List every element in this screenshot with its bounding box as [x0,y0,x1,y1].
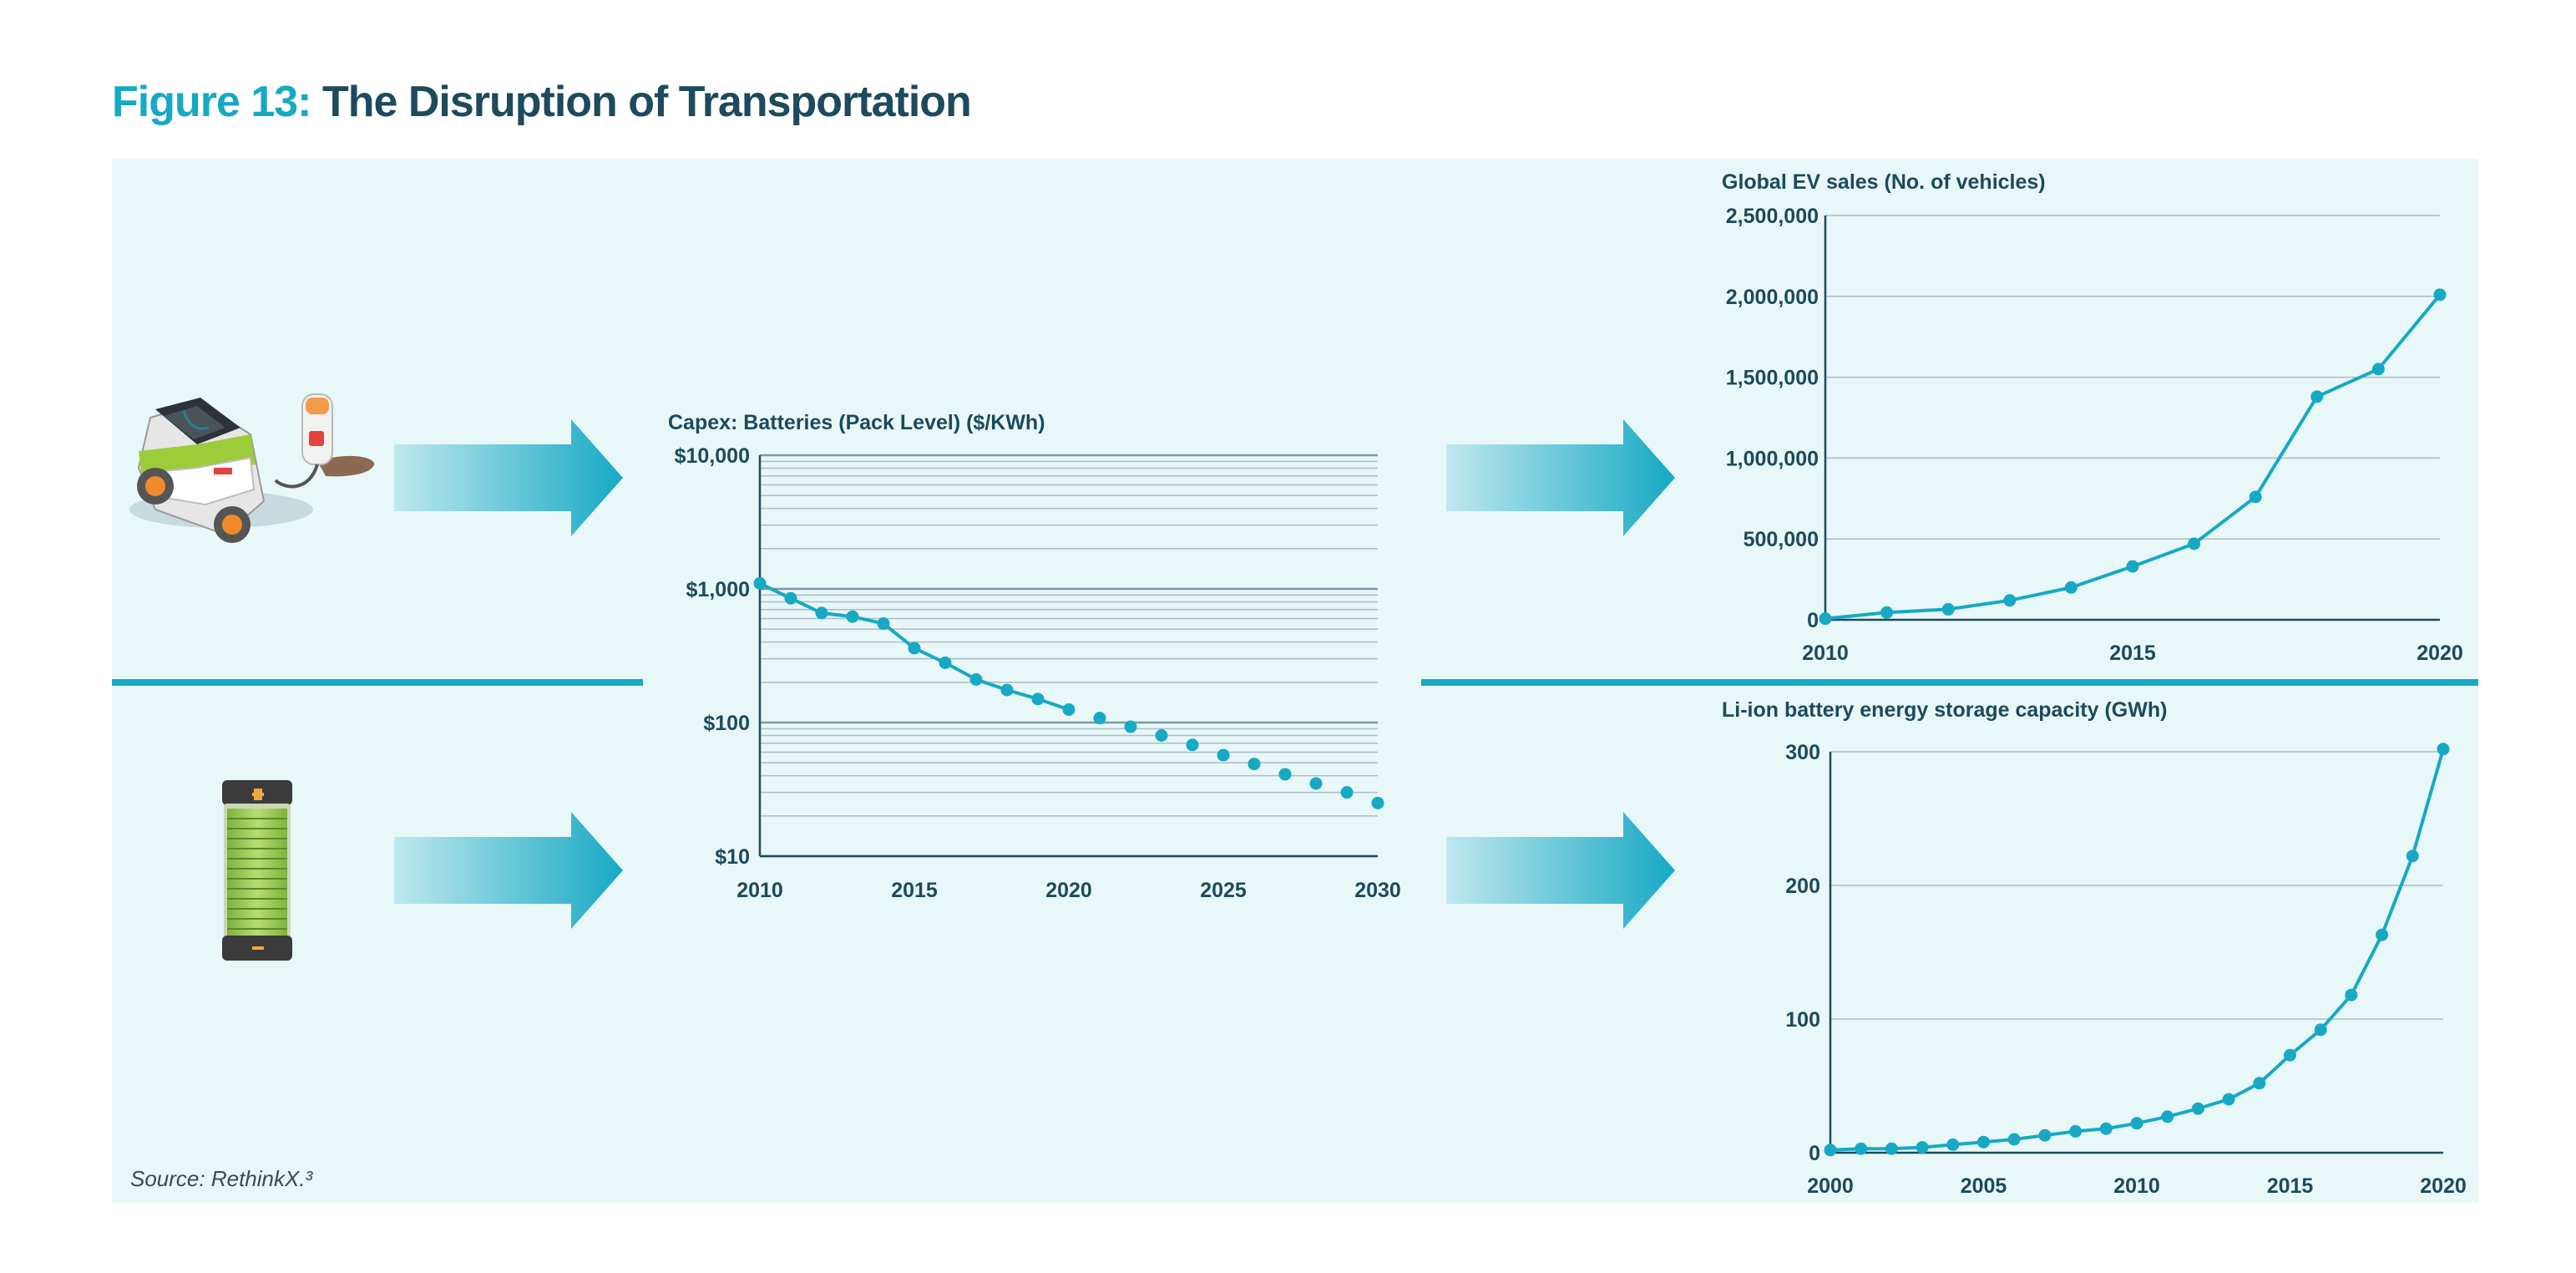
data-point [2161,1110,2174,1123]
y-tick-label: 500,000 [1743,528,1819,551]
data-point [784,591,797,605]
data-point [1155,729,1168,743]
chart-title: Li-ion battery energy storage capacity (… [1722,698,2167,722]
data-point [2310,390,2324,403]
figure-title: Figure 13: The Disruption of Transportat… [112,77,972,127]
data-point [1000,683,1014,697]
data-point [2064,581,2078,594]
y-tick-label: 100 [1785,1008,1820,1032]
data-point [2284,1048,2296,1062]
x-tick-label: 2015 [2267,1174,2314,1198]
y-tick-label: 1,500,000 [1726,367,1819,390]
data-point [1124,720,1137,733]
x-tick-label: 2010 [736,879,783,902]
x-tick-label: 2000 [1807,1174,1854,1198]
data-point [877,617,890,631]
liion-storage-chart: Li-ion battery energy storage capacity (… [1722,698,2467,1198]
y-tick-label: 0 [1809,1142,1820,1165]
data-point [1916,1141,1929,1154]
data-point [1186,738,1199,752]
data-point [1062,702,1075,716]
y-tick-label: $10,000 [675,444,750,468]
y-tick-label: $10 [715,845,750,869]
data-point [2222,1093,2235,1106]
arrow-right-icon [394,419,623,536]
series-line [1830,748,2445,1152]
y-tick-label: $1,000 [686,578,750,601]
arrow-right-icon [1446,419,1675,536]
data-point [1371,796,1384,809]
data-point [1309,777,1323,790]
data-point [1880,606,1894,619]
ev-sales-chart: Global EV sales (No. of vehicles) 0 500,00… [1722,170,2463,665]
x-tick-label: 2015 [2109,642,2156,665]
data-point [753,576,767,590]
x-tick-label: 2015 [891,879,938,902]
data-point [1977,1135,1990,1149]
data-point [2433,288,2447,302]
data-point [2249,490,2262,504]
source-note: Source: RethinkX.³ [130,1166,313,1191]
x-tick-label: 2010 [2113,1174,2160,1198]
chart-title: Global EV sales (No. of vehicles) [1722,170,2046,194]
data-point [2003,594,2017,607]
data-point [2437,743,2450,756]
data-point [1819,612,1832,626]
x-tick-label: 2025 [1200,879,1247,902]
data-point [1946,1138,1960,1151]
y-tick-label: 0 [1807,609,1819,632]
data-point [1941,602,1955,616]
data-point [2038,1128,2052,1142]
data-point [846,610,859,623]
y-tick-label: 2,000,000 [1726,286,1819,309]
y-tick-label: 1,000,000 [1726,447,1819,470]
data-point [2099,1122,2113,1135]
figure-label: Figure 13: [112,78,311,126]
data-point [1093,712,1106,725]
capex-batteries-chart: Capex: Batteries (Pack Level) ($/KWh) $10… [668,411,1401,902]
data-point [1031,692,1045,706]
x-tick-label: 2005 [1961,1174,2007,1198]
battery-icon [222,780,292,961]
data-point [2253,1077,2266,1090]
electric-car-charging-icon [129,393,375,543]
y-tick-label: 300 [1785,741,1820,764]
chart-title: Capex: Batteries (Pack Level) ($/KWh) [668,411,1045,434]
x-tick-label: 2010 [1802,642,1849,665]
y-tick-label: 200 [1785,875,1820,898]
y-tick-label: $100 [703,712,750,735]
data-point [969,672,983,686]
x-tick-label: 2020 [2420,1174,2467,1198]
data-point [2007,1133,2021,1146]
data-point [815,606,828,620]
data-point [2191,1102,2204,1115]
data-point [1885,1142,1898,1155]
data-point [1824,1144,1837,1157]
data-point [2371,363,2385,376]
data-point [2406,850,2419,863]
data-point [908,642,921,655]
data-point [1248,758,1261,771]
data-point [1855,1142,1868,1155]
data-point [2314,1023,2327,1037]
data-point [2126,560,2139,573]
data-point [2376,928,2389,941]
data-point [1278,768,1292,781]
arrow-right-icon [1446,812,1675,929]
data-point [1217,748,1230,762]
x-tick-label: 2030 [1354,879,1401,902]
figure-title-text: The Disruption of Transportation [321,78,972,126]
data-point [2188,537,2201,550]
x-tick-label: 2020 [1045,879,1092,902]
arrow-right-icon [394,812,623,929]
data-point [2130,1117,2143,1130]
y-tick-label: 2,500,000 [1726,205,1819,228]
data-point [939,656,952,669]
data-point [2069,1124,2083,1138]
data-point [2345,988,2358,1002]
x-tick-label: 2020 [2417,642,2463,665]
data-point [1340,786,1354,799]
